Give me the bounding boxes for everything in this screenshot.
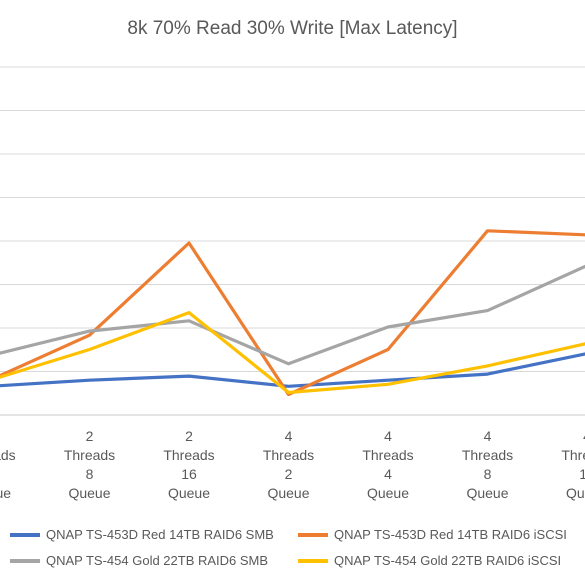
legend-label: QNAP TS-454 Gold 22TB RAID6 iSCSI <box>334 553 562 568</box>
legend-item: QNAP TS-454 Gold 22TB RAID6 SMB <box>10 553 268 568</box>
legend-swatch <box>10 558 40 563</box>
legend-label: QNAP TS-453D Red 14TB RAID6 iSCSI <box>334 527 567 542</box>
x-tick-label-line: 2 <box>86 428 94 444</box>
legend-label: QNAP TS-454 Gold 22TB RAID6 SMB <box>46 553 269 568</box>
x-tick-label-line: Threads <box>263 447 314 463</box>
series-line-4 <box>0 311 585 395</box>
x-tick-label: 4 Threads 2 Queue <box>263 428 314 501</box>
x-tick-label-line: 4 <box>583 428 585 444</box>
x-tick-label: 1Threads2Queue <box>0 447 16 501</box>
x-tick-label-line: Queue <box>168 485 210 501</box>
x-tick-label-line: Threads <box>561 447 585 463</box>
x-tick-label: 4 Threads 8 Queue <box>462 428 513 501</box>
x-tick-label-line: Queue <box>68 485 110 501</box>
x-tick-label-line: 2 <box>185 428 193 444</box>
x-tick-label-line: 16 <box>579 466 585 482</box>
legend-swatch <box>298 558 328 563</box>
x-tick-label-line: 4 <box>384 428 392 444</box>
legend-swatch <box>10 532 40 537</box>
x-tick-label-line: 4 <box>285 428 293 444</box>
chart-title: 8k 70% Read 30% Write [Max Latency] <box>127 18 458 39</box>
x-tick-label: 4 Threads 4 Queue <box>362 428 413 501</box>
series-line-3 <box>0 264 585 366</box>
x-axis-labels: 1Threads2Queue 2 Threads 8 Queue 2 Threads 16 Qu… <box>0 428 585 501</box>
x-tick-label-line: 8 <box>484 466 492 482</box>
x-tick-label-line: 4 <box>384 466 392 482</box>
series-line-2 <box>0 229 585 397</box>
x-tick-label: 2 Threads 8 Queue <box>64 428 115 501</box>
gridlines <box>0 66 585 416</box>
series-lines <box>0 229 585 397</box>
x-tick-label-line: 8 <box>86 466 94 482</box>
legend: QNAP TS-453D Red 14TB RAID6 SMB QNAP TS-4… <box>0 516 585 580</box>
x-tick-label-line: Queue <box>267 485 309 501</box>
x-tick-label-line: Threads <box>0 447 16 463</box>
x-tick-label-line: 16 <box>181 466 197 482</box>
x-tick-label-line: 4 <box>484 428 492 444</box>
x-tick-label-line: Queue <box>0 485 11 501</box>
x-tick-label-line: Queue <box>367 485 409 501</box>
legend-item: QNAP TS-453D Red 14TB RAID6 SMB <box>10 527 274 542</box>
x-tick-label-line: Queue <box>466 485 508 501</box>
x-tick-label-line: Threads <box>64 447 115 463</box>
x-tick-label-line: 2 <box>285 466 293 482</box>
x-tick-label-line: Threads <box>163 447 214 463</box>
x-tick-label-line: Threads <box>362 447 413 463</box>
legend-item: QNAP TS-453D Red 14TB RAID6 iSCSI <box>298 527 567 542</box>
series-line-1 <box>0 352 585 388</box>
x-tick-label: 4 Threads 16 Queue <box>561 428 585 501</box>
legend-swatch <box>298 532 328 537</box>
x-tick-label-line: Queue <box>566 485 585 501</box>
legend-item: QNAP TS-454 Gold 22TB RAID6 iSCSI <box>298 553 561 568</box>
legend-label: QNAP TS-453D Red 14TB RAID6 SMB <box>46 527 274 542</box>
x-tick-label-line: Threads <box>462 447 513 463</box>
x-tick-label: 2 Threads 16 Queue <box>163 428 214 501</box>
